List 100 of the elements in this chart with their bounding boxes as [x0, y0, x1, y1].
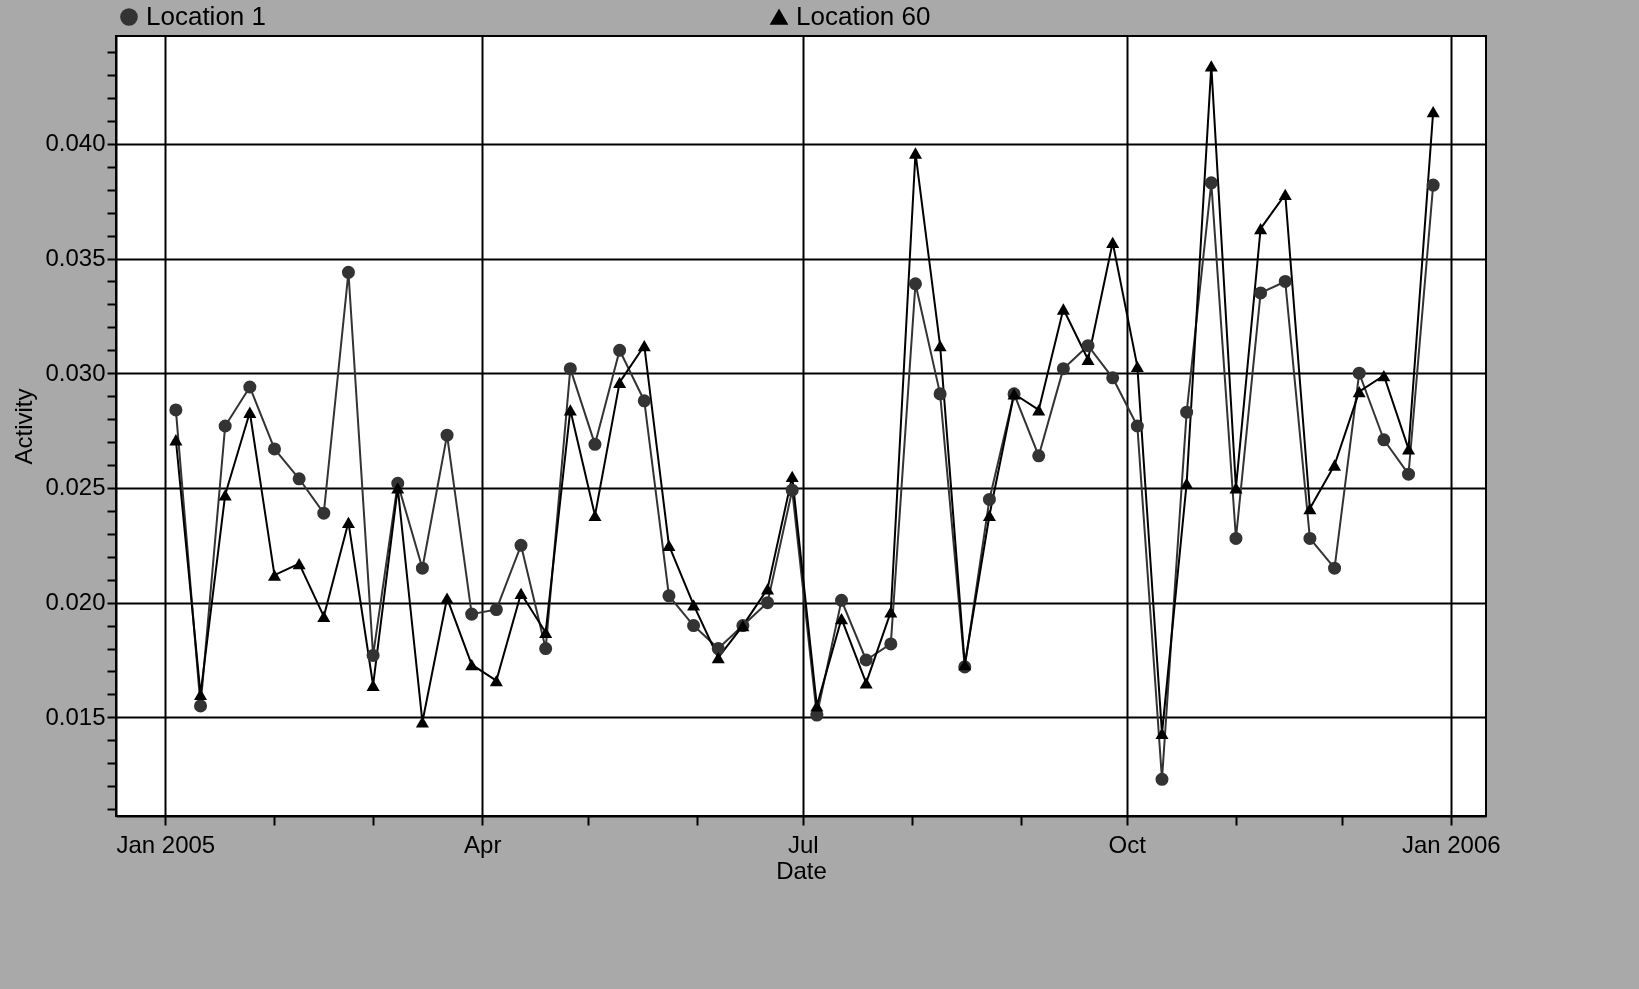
- point: [1278, 274, 1292, 288]
- point: [1032, 404, 1046, 416]
- point: [514, 538, 528, 552]
- point: [1426, 178, 1440, 192]
- point: [933, 387, 947, 401]
- point: [982, 509, 996, 522]
- point: [1377, 369, 1391, 382]
- point: [761, 583, 775, 595]
- point: [267, 442, 281, 456]
- point: [292, 558, 306, 570]
- point: [1155, 772, 1169, 786]
- point: [1130, 360, 1144, 372]
- point: [1204, 60, 1218, 72]
- point: [489, 675, 503, 687]
- legend-label: Location 1: [146, 1, 266, 31]
- point: [366, 648, 380, 662]
- y-tick-label: 0.015: [45, 702, 106, 730]
- point: [243, 380, 257, 394]
- x-tick-label: Jul: [787, 830, 819, 858]
- point: [1155, 727, 1169, 740]
- x-tick-label: Jan 2005: [116, 830, 216, 858]
- point: [415, 561, 429, 575]
- point: [662, 589, 676, 603]
- point: [317, 506, 331, 520]
- point: [1081, 339, 1095, 353]
- point: [440, 592, 454, 604]
- point: [1229, 482, 1243, 494]
- point: [317, 610, 331, 623]
- point: [810, 700, 824, 712]
- point: [662, 539, 676, 551]
- point: [1056, 362, 1070, 376]
- point: [859, 653, 873, 667]
- point: [687, 619, 701, 633]
- y-tick-label: 0.025: [45, 473, 106, 501]
- y-tick-label: 0.035: [45, 244, 106, 272]
- point: [1180, 477, 1194, 489]
- point: [563, 362, 577, 376]
- point: [1278, 188, 1292, 200]
- point: [588, 509, 602, 522]
- point: [539, 626, 553, 639]
- point: [1426, 106, 1440, 118]
- y-tick-label: 0.040: [45, 129, 106, 157]
- x-tick-label: Oct: [1108, 830, 1147, 858]
- point: [243, 406, 257, 418]
- point: [613, 343, 627, 357]
- x-axis-title: Date: [776, 856, 827, 884]
- point: [341, 265, 355, 279]
- x-tick-label: Jan 2006: [1401, 830, 1501, 858]
- point: [637, 340, 651, 352]
- point: [884, 637, 898, 651]
- point: [884, 606, 898, 618]
- legend-label: Location 60: [796, 1, 931, 31]
- point: [785, 483, 799, 497]
- point: [908, 147, 922, 159]
- point: [1180, 405, 1194, 419]
- point: [711, 642, 725, 656]
- point: [1081, 353, 1095, 366]
- point: [834, 593, 849, 607]
- point: [588, 437, 602, 451]
- point: [563, 404, 577, 416]
- point: [785, 470, 799, 483]
- point: [613, 376, 627, 389]
- point: [982, 492, 996, 506]
- point: [1106, 371, 1120, 385]
- point: [1328, 561, 1342, 575]
- point: [440, 428, 454, 442]
- point: [292, 472, 306, 486]
- point: [1106, 236, 1120, 249]
- y-axis-title: Activity: [10, 388, 38, 465]
- point: [514, 587, 528, 600]
- point: [1254, 286, 1268, 300]
- point: [1377, 433, 1391, 447]
- point: [218, 419, 232, 433]
- point: [341, 516, 355, 528]
- point: [933, 340, 947, 352]
- point: [1352, 385, 1366, 398]
- point: [1204, 176, 1218, 190]
- point: [1402, 467, 1416, 481]
- point: [711, 652, 725, 664]
- point: [366, 679, 380, 691]
- point: [761, 596, 775, 610]
- point: [1303, 531, 1317, 545]
- point: [1328, 459, 1342, 471]
- point: [1254, 223, 1268, 235]
- point: [267, 569, 281, 581]
- y-tick-label: 0.030: [45, 358, 106, 386]
- y-tick-label: 0.020: [45, 588, 106, 616]
- point: [169, 403, 183, 417]
- point: [465, 607, 479, 621]
- point: [834, 613, 849, 625]
- point: [637, 394, 651, 408]
- point: [1303, 502, 1317, 515]
- point: [539, 642, 553, 656]
- point: [1130, 419, 1144, 433]
- point: [194, 699, 208, 713]
- point: [465, 658, 479, 671]
- point: [908, 277, 922, 291]
- point: [1229, 531, 1243, 545]
- x-tick-label: Apr: [464, 830, 502, 858]
- point: [391, 482, 405, 494]
